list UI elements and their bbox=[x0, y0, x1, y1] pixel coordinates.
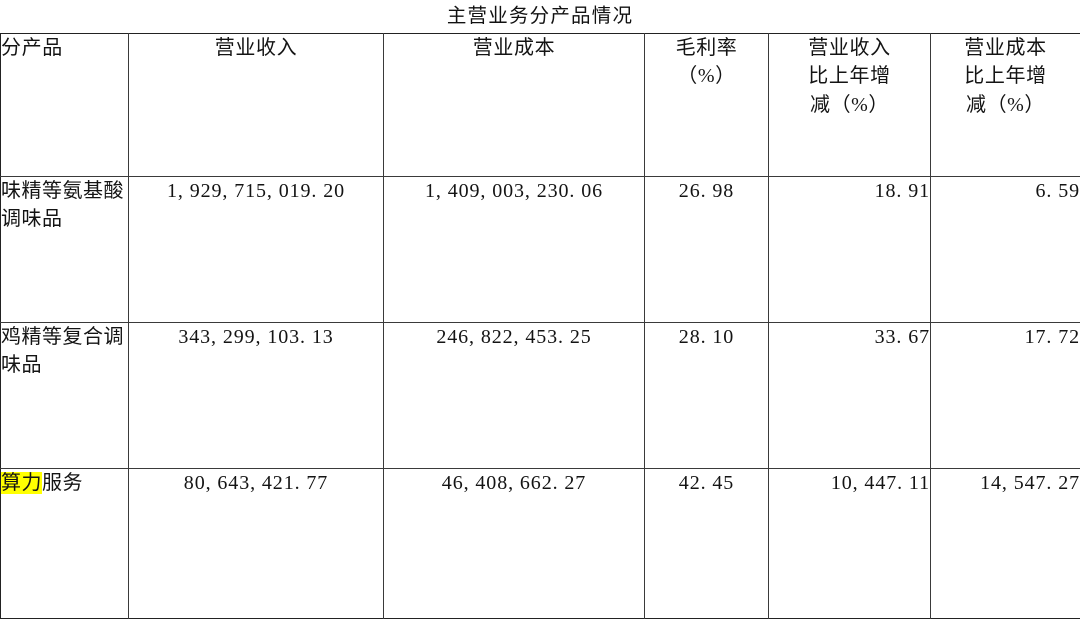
column-header-revenue-yoy: 营业收入 比上年增 减（%） bbox=[769, 34, 931, 177]
revenue-yoy-line-1: 营业收入 bbox=[769, 34, 930, 62]
cell-product: 算力服务 bbox=[1, 469, 129, 619]
cell-revenue-yoy: 33. 67 bbox=[769, 323, 931, 469]
cell-gross-margin: 28. 10 bbox=[645, 323, 769, 469]
cell-cost-yoy: 14, 547. 27 bbox=[931, 469, 1080, 619]
cell-product: 鸡精等复合调味品 bbox=[1, 323, 129, 469]
table-row: 鸡精等复合调味品 343, 299, 103. 13 246, 822, 453… bbox=[1, 323, 1080, 469]
main-business-by-product-table: 分产品 营业收入 营业成本 毛利率 （%） 营业收入 比上年增 减（%） 营业成… bbox=[0, 33, 1080, 619]
page-title: 主营业务分产品情况 bbox=[0, 0, 1080, 33]
cost-yoy-line-3: 减（%） bbox=[931, 91, 1080, 119]
highlighted-term: 算力 bbox=[1, 472, 42, 494]
cell-cost-yoy: 17. 72 bbox=[931, 323, 1080, 469]
column-header-gross-margin: 毛利率 （%） bbox=[645, 34, 769, 177]
column-header-revenue: 营业收入 bbox=[129, 34, 384, 177]
gross-margin-line-1: 毛利率 bbox=[645, 34, 768, 62]
cell-cost: 46, 408, 662. 27 bbox=[384, 469, 645, 619]
cost-yoy-line-1: 营业成本 bbox=[931, 34, 1080, 62]
cell-revenue: 80, 643, 421. 77 bbox=[129, 469, 384, 619]
cell-gross-margin: 42. 45 bbox=[645, 469, 769, 619]
cell-cost-yoy: 6. 59 bbox=[931, 177, 1080, 323]
column-header-cost-yoy: 营业成本 比上年增 减（%） bbox=[931, 34, 1080, 177]
cell-revenue-yoy: 18. 91 bbox=[769, 177, 931, 323]
cell-revenue: 1, 929, 715, 019. 20 bbox=[129, 177, 384, 323]
revenue-yoy-line-3: 减（%） bbox=[769, 91, 930, 119]
cell-revenue-yoy: 10, 447. 11 bbox=[769, 469, 931, 619]
column-header-cost: 营业成本 bbox=[384, 34, 645, 177]
cell-cost: 246, 822, 453. 25 bbox=[384, 323, 645, 469]
table-row: 味精等氨基酸调味品 1, 929, 715, 019. 20 1, 409, 0… bbox=[1, 177, 1080, 323]
gross-margin-line-2: （%） bbox=[645, 62, 768, 90]
cell-product: 味精等氨基酸调味品 bbox=[1, 177, 129, 323]
cell-gross-margin: 26. 98 bbox=[645, 177, 769, 323]
cost-yoy-line-2: 比上年增 bbox=[931, 62, 1080, 90]
table-row: 算力服务 80, 643, 421. 77 46, 408, 662. 27 4… bbox=[1, 469, 1080, 619]
cell-cost: 1, 409, 003, 230. 06 bbox=[384, 177, 645, 323]
cell-revenue: 343, 299, 103. 13 bbox=[129, 323, 384, 469]
revenue-yoy-line-2: 比上年增 bbox=[769, 62, 930, 90]
column-header-product: 分产品 bbox=[1, 34, 129, 177]
header-row: 分产品 营业收入 营业成本 毛利率 （%） 营业收入 比上年增 减（%） 营业成… bbox=[1, 34, 1080, 177]
table-body: 味精等氨基酸调味品 1, 929, 715, 019. 20 1, 409, 0… bbox=[1, 177, 1080, 619]
table-header: 分产品 营业收入 营业成本 毛利率 （%） 营业收入 比上年增 减（%） 营业成… bbox=[1, 34, 1080, 177]
